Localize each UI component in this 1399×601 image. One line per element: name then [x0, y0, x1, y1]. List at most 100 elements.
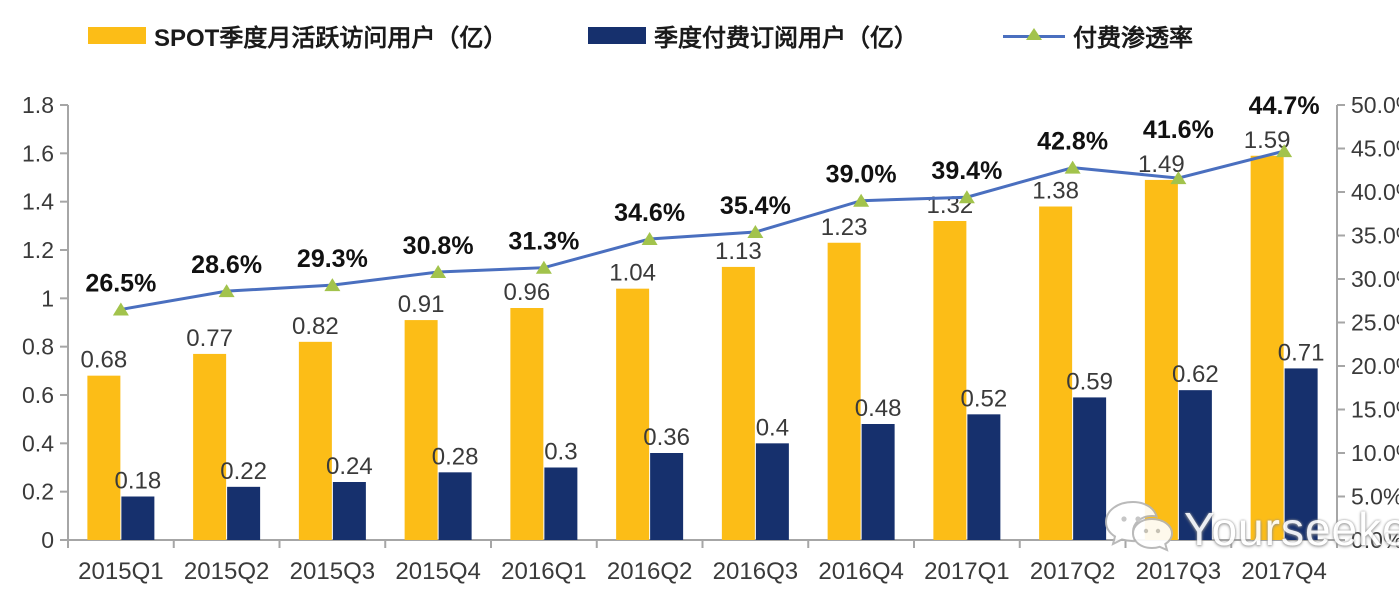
svg-text:31.3%: 31.3% — [508, 228, 579, 256]
mau-bar-label: 1.13 — [715, 238, 762, 265]
subs-bar-label: 0.36 — [643, 424, 690, 451]
svg-text:1.6: 1.6 — [22, 140, 54, 166]
svg-text:39.4%: 39.4% — [931, 157, 1002, 185]
subs-bar-label: 0.48 — [855, 395, 902, 422]
svg-text:0.0%: 0.0% — [1351, 527, 1399, 553]
svg-text:2017Q1: 2017Q1 — [924, 558, 1009, 585]
subs-bars: 0.18 0.22 0.24 0.28 0.3 0.36 0.4 0.48 0.52 0.59 0.… — [115, 339, 1325, 540]
mau-bar — [1144, 179, 1178, 540]
svg-text:40.0%: 40.0% — [1351, 179, 1399, 205]
triangle-marker-icon — [430, 265, 447, 279]
svg-text:2015Q4: 2015Q4 — [395, 558, 480, 585]
svg-text:0.8: 0.8 — [22, 334, 54, 360]
svg-text:15.0%: 15.0% — [1351, 397, 1399, 423]
mau-bar-label: 0.91 — [398, 291, 445, 318]
mau-bar — [1039, 206, 1073, 540]
mau-bar-label: 0.82 — [292, 313, 339, 340]
subs-bar-label: 0.28 — [432, 443, 479, 470]
triangle-marker-icon — [958, 190, 975, 204]
triangle-marker-icon — [1026, 27, 1042, 40]
mau-bar — [933, 221, 967, 540]
mau-bar — [1250, 155, 1284, 540]
mau-bar-label: 1.04 — [609, 260, 656, 287]
triangle-marker-icon — [747, 225, 764, 239]
triangle-marker-icon — [324, 278, 341, 292]
svg-text:10.0%: 10.0% — [1351, 440, 1399, 466]
svg-text:29.3%: 29.3% — [297, 245, 368, 273]
subs-bar — [755, 443, 789, 540]
svg-text:2015Q1: 2015Q1 — [78, 558, 163, 585]
legend: SPOT季度月活跃访问用户（亿） 季度付费订阅用户（亿） 付费渗透率 — [0, 14, 1399, 53]
subs-bar — [121, 496, 155, 540]
subs-bar-label: 0.3 — [544, 439, 577, 466]
mau-bar-label: 0.96 — [504, 279, 551, 306]
legend-item-mau: SPOT季度月活跃访问用户（亿） — [88, 18, 507, 53]
svg-text:30.8%: 30.8% — [403, 232, 474, 260]
subs-bar — [332, 482, 366, 540]
subs-bar-label: 0.18 — [115, 468, 162, 495]
svg-text:39.0%: 39.0% — [826, 161, 897, 189]
legend-label-mau: SPOT季度月活跃访问用户（亿） — [154, 25, 508, 52]
legend-item-subs: 季度付费订阅用户（亿） — [588, 18, 918, 53]
svg-text:35.4%: 35.4% — [720, 192, 791, 220]
svg-text:0.6: 0.6 — [22, 382, 54, 408]
svg-text:2016Q3: 2016Q3 — [713, 558, 798, 585]
subs-bar-label: 0.59 — [1066, 368, 1113, 395]
svg-text:0.2: 0.2 — [22, 479, 54, 505]
svg-text:34.6%: 34.6% — [614, 199, 685, 227]
subs-bar — [1073, 397, 1107, 540]
mau-bar-label: 0.77 — [186, 325, 233, 352]
svg-text:5.0%: 5.0% — [1351, 484, 1399, 510]
subs-swatch — [588, 27, 646, 44]
mau-bar — [721, 266, 755, 540]
mau-bar-label: 0.68 — [81, 347, 128, 374]
svg-text:2015Q2: 2015Q2 — [184, 558, 269, 585]
svg-text:1.8: 1.8 — [22, 92, 54, 118]
svg-text:41.6%: 41.6% — [1143, 116, 1214, 144]
penetration-markers — [112, 144, 1293, 316]
svg-text:28.6%: 28.6% — [191, 251, 262, 279]
triangle-marker-icon — [1276, 144, 1293, 158]
subs-bar-label: 0.62 — [1172, 361, 1219, 388]
triangle-marker-icon — [641, 231, 658, 245]
svg-text:50.0%: 50.0% — [1351, 92, 1399, 118]
legend-label-subs: 季度付费订阅用户（亿） — [654, 25, 918, 52]
mau-bar-label: 1.23 — [821, 214, 868, 241]
mau-bar — [193, 353, 227, 540]
svg-text:20.0%: 20.0% — [1351, 353, 1399, 379]
subs-bar — [861, 424, 895, 540]
svg-text:2016Q2: 2016Q2 — [607, 558, 692, 585]
svg-text:2016Q1: 2016Q1 — [501, 558, 586, 585]
svg-text:2017Q2: 2017Q2 — [1030, 558, 1115, 585]
subs-bar-label: 0.52 — [961, 385, 1008, 412]
mau-bar — [827, 242, 861, 540]
svg-text:2017Q3: 2017Q3 — [1136, 558, 1221, 585]
mau-bar — [510, 308, 544, 540]
subs-bar-label: 0.71 — [1278, 339, 1325, 366]
mau-bar-label: 1.38 — [1032, 178, 1079, 205]
mau-bars: 0.680.77 0.820.91 0.961.041.131.231.321.38… — [81, 127, 1290, 540]
svg-text:2015Q3: 2015Q3 — [290, 558, 375, 585]
svg-text:45.0%: 45.0% — [1351, 136, 1399, 162]
svg-text:0: 0 — [41, 527, 54, 553]
svg-text:26.5%: 26.5% — [85, 269, 156, 297]
subs-bar — [650, 453, 684, 540]
subs-bar — [967, 414, 1001, 540]
mau-bar — [298, 341, 332, 540]
mau-bar — [404, 320, 438, 540]
mau-bar — [87, 375, 121, 540]
svg-text:1.2: 1.2 — [22, 237, 54, 263]
svg-text:25.0%: 25.0% — [1351, 310, 1399, 336]
left-axis-labels: 0 0.2 0.4 0.6 0.8 1 1.2 1.4 1.6 1.8 — [22, 92, 54, 553]
subs-bar-label: 0.24 — [326, 453, 373, 480]
subs-bar-label: 0.22 — [220, 458, 267, 485]
svg-text:0.4: 0.4 — [22, 430, 54, 456]
svg-text:2017Q4: 2017Q4 — [1241, 558, 1326, 585]
penetration-labels: 26.5% 28.6% 29.3% 30.8% 31.3% 34.6% 35.4% 39.0%… — [85, 92, 1319, 298]
svg-text:42.8%: 42.8% — [1037, 128, 1108, 156]
triangle-marker-icon — [1170, 171, 1187, 185]
subs-bar — [1284, 368, 1318, 540]
subs-bar — [544, 467, 578, 540]
svg-text:44.7%: 44.7% — [1249, 92, 1320, 120]
